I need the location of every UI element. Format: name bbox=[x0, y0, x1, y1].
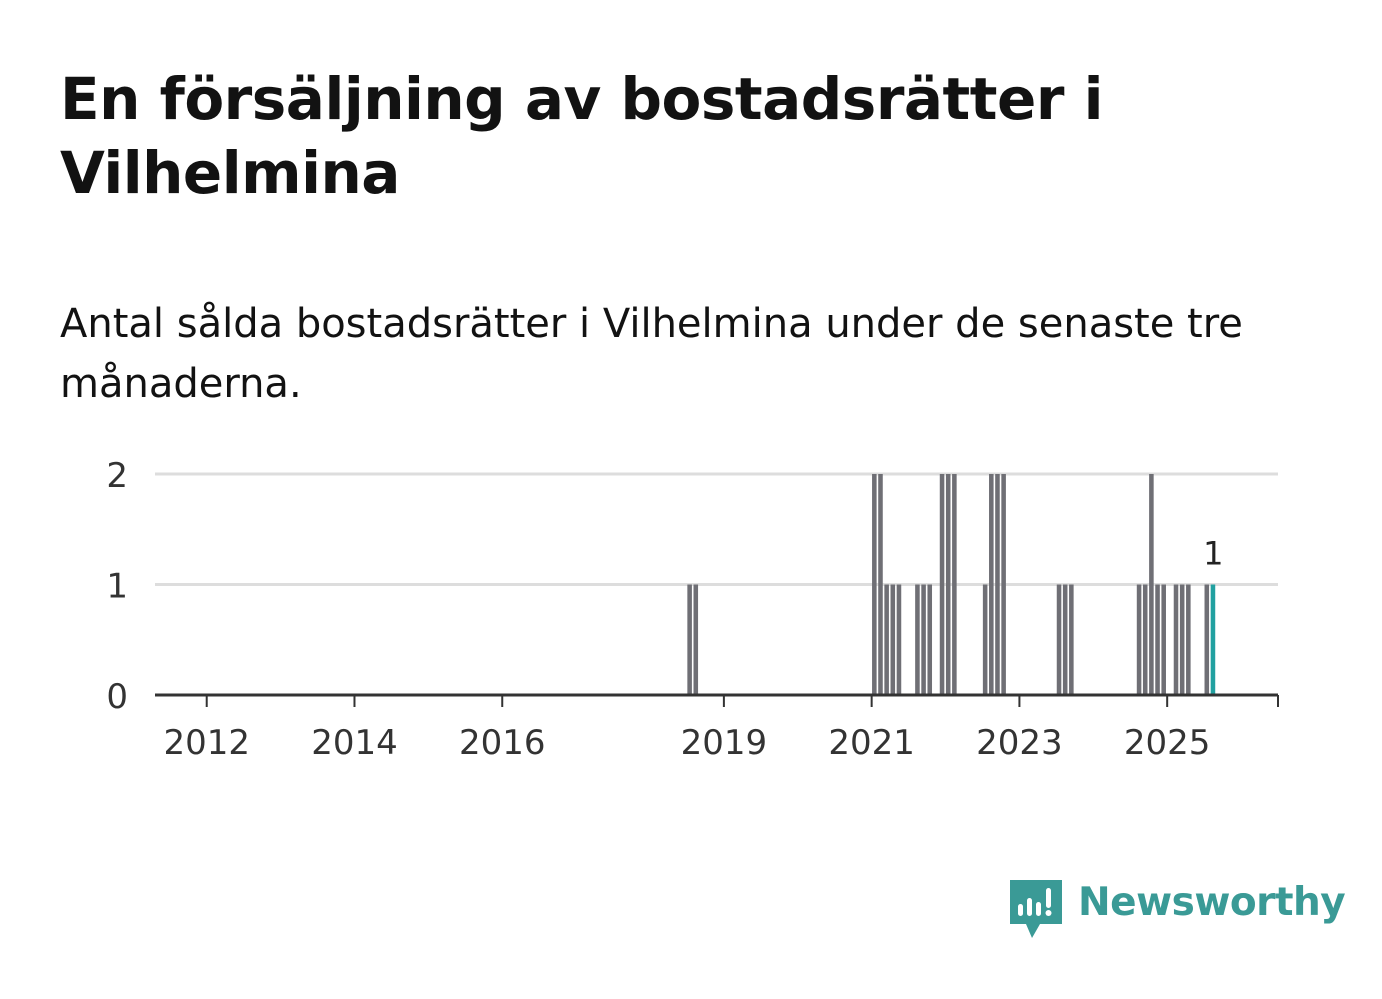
highlight-bar bbox=[1210, 584, 1216, 695]
x-tick-label: 2012 bbox=[163, 723, 250, 763]
bar bbox=[693, 584, 699, 695]
x-tick-label: 2025 bbox=[1124, 723, 1211, 763]
bar bbox=[995, 474, 1000, 695]
bar bbox=[1136, 584, 1142, 695]
bar bbox=[1001, 474, 1006, 695]
data-label: 1 bbox=[1203, 535, 1223, 573]
bar bbox=[939, 474, 945, 695]
bar bbox=[872, 474, 877, 695]
bar bbox=[1161, 584, 1166, 695]
bar bbox=[1056, 584, 1062, 695]
bar bbox=[982, 584, 988, 695]
bar bbox=[1149, 474, 1154, 695]
bar bbox=[687, 584, 692, 695]
x-tick-label: 2023 bbox=[976, 723, 1063, 763]
newsworthy-logo: Newsworthy bbox=[1010, 878, 1346, 942]
bar bbox=[921, 584, 926, 695]
bar bbox=[1173, 584, 1179, 695]
x-tick-label: 2021 bbox=[828, 723, 915, 763]
y-tick-label: 1 bbox=[106, 567, 128, 607]
bar bbox=[884, 584, 889, 695]
x-tick-label: 2014 bbox=[311, 723, 398, 763]
chart-subtitle: Antal sålda bostadsrätter i Vilhelmina u… bbox=[60, 301, 1243, 407]
bar bbox=[1142, 584, 1148, 695]
bar bbox=[1179, 584, 1185, 695]
bar bbox=[945, 474, 951, 695]
bar bbox=[896, 584, 902, 695]
bar bbox=[989, 474, 994, 695]
newsworthy-logo-icon bbox=[1010, 880, 1062, 938]
bar bbox=[878, 474, 883, 695]
bar bbox=[1069, 584, 1074, 695]
x-tick-label: 2019 bbox=[681, 723, 768, 763]
bar bbox=[1204, 584, 1210, 695]
bar bbox=[1062, 584, 1068, 695]
y-tick-label: 2 bbox=[106, 456, 128, 496]
bar bbox=[952, 474, 957, 695]
bar bbox=[890, 584, 896, 695]
y-tick-label: 0 bbox=[106, 677, 128, 717]
bar bbox=[1155, 584, 1160, 695]
brand-name: Newsworthy bbox=[1078, 880, 1346, 925]
bar bbox=[927, 584, 933, 695]
bar bbox=[915, 584, 920, 695]
bar bbox=[1186, 584, 1191, 695]
chart-title: En försäljning av bostadsrätter i Vilhel… bbox=[60, 65, 1104, 207]
x-tick-label: 2016 bbox=[459, 723, 546, 763]
